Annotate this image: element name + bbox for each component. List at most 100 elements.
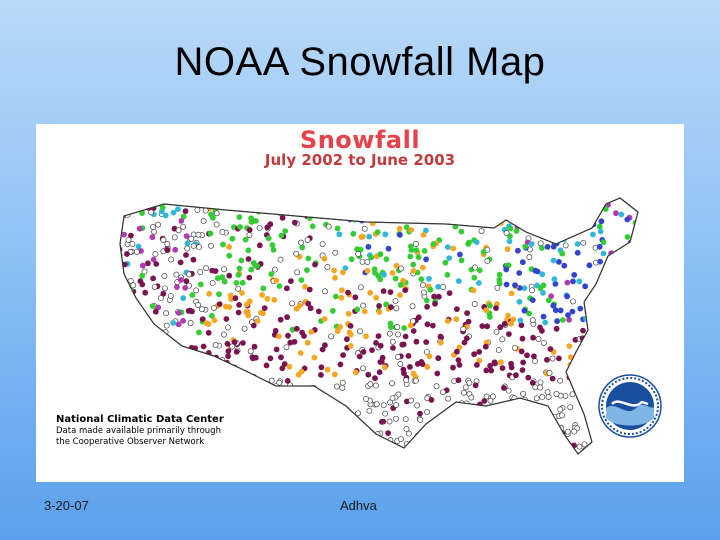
station-dot	[170, 198, 177, 205]
station-dot	[545, 297, 552, 304]
station-dot	[526, 254, 533, 260]
station-dot	[162, 285, 168, 292]
station-dot	[241, 325, 248, 332]
station-dot	[407, 322, 414, 329]
station-dot	[537, 207, 543, 214]
station-dot	[480, 200, 487, 206]
station-dot	[347, 343, 354, 349]
station-dot	[164, 347, 171, 354]
station-dot	[529, 297, 536, 303]
station-dot	[395, 198, 402, 202]
station-dot	[585, 351, 592, 358]
station-dot	[281, 361, 288, 367]
station-dot	[607, 257, 614, 264]
station-dot	[218, 367, 225, 373]
station-dot	[253, 218, 259, 224]
station-dot	[214, 363, 221, 369]
station-dot	[198, 306, 205, 313]
station-dot	[175, 206, 181, 212]
station-dot	[224, 340, 231, 347]
station-dot	[393, 455, 398, 460]
station-dot	[178, 383, 185, 390]
station-dot	[512, 218, 519, 224]
station-dot	[135, 198, 142, 205]
station-dot	[571, 272, 578, 278]
station-dot	[277, 316, 284, 323]
station-dot	[286, 363, 293, 370]
station-dot	[168, 256, 175, 263]
station-dot	[279, 365, 286, 372]
station-dot	[556, 259, 562, 265]
station-dot	[613, 267, 620, 274]
station-dot	[380, 418, 387, 425]
station-dot	[299, 423, 306, 430]
station-dot	[139, 272, 146, 279]
station-dot	[382, 231, 389, 238]
station-dot	[517, 317, 524, 324]
station-dot	[506, 331, 512, 337]
station-dot	[559, 412, 565, 419]
station-dot	[435, 434, 441, 441]
station-dot	[499, 412, 506, 419]
station-dot	[559, 198, 566, 201]
station-dot	[410, 268, 417, 274]
station-dot	[598, 443, 605, 450]
station-dot	[150, 256, 157, 263]
station-dot	[334, 225, 341, 232]
station-dot	[420, 289, 427, 296]
station-dot	[175, 321, 182, 328]
station-dot	[365, 243, 372, 250]
station-dot	[443, 412, 450, 419]
station-dot	[307, 410, 314, 417]
station-dot	[524, 447, 531, 454]
station-dot	[342, 265, 349, 271]
station-dot	[199, 316, 206, 322]
station-dot	[479, 323, 486, 329]
station-dot	[512, 344, 518, 351]
station-dot	[434, 370, 441, 377]
station-dot	[294, 269, 301, 276]
station-dot	[264, 409, 271, 416]
station-dot	[540, 290, 546, 296]
station-dot	[189, 357, 196, 364]
station-dot	[162, 453, 168, 454]
station-dot	[419, 204, 426, 211]
station-dot	[626, 308, 633, 315]
station-dot	[602, 364, 608, 371]
station-dot	[357, 328, 363, 335]
station-dot	[217, 453, 224, 454]
station-dot	[633, 198, 638, 202]
station-dot	[641, 232, 647, 238]
station-dot	[438, 199, 445, 205]
credit-line-1: National Climatic Data Center	[56, 414, 224, 425]
station-dot	[252, 354, 259, 361]
station-dot	[338, 423, 345, 430]
station-dot	[580, 327, 586, 334]
station-dot	[471, 436, 477, 443]
station-dot	[379, 354, 386, 361]
station-dot	[122, 365, 129, 372]
station-dot	[393, 402, 400, 408]
station-dot	[121, 231, 127, 238]
station-dot	[291, 201, 297, 207]
station-dot	[596, 243, 603, 250]
station-dot	[215, 379, 222, 385]
station-dot	[559, 317, 566, 323]
station-dot	[180, 317, 187, 324]
station-dot	[619, 327, 626, 334]
station-dot	[586, 405, 593, 412]
station-dot	[246, 274, 253, 281]
station-dot	[546, 233, 553, 240]
station-dot	[574, 241, 581, 247]
station-dot	[554, 205, 561, 212]
station-dot	[547, 431, 554, 438]
station-dot	[339, 384, 346, 391]
station-dot	[229, 235, 236, 242]
station-dot	[585, 354, 592, 360]
station-dot	[418, 276, 425, 283]
station-dot	[190, 256, 197, 263]
station-dot	[338, 287, 345, 294]
station-dot	[602, 309, 609, 315]
station-dot	[373, 401, 380, 408]
station-dot	[226, 252, 233, 259]
